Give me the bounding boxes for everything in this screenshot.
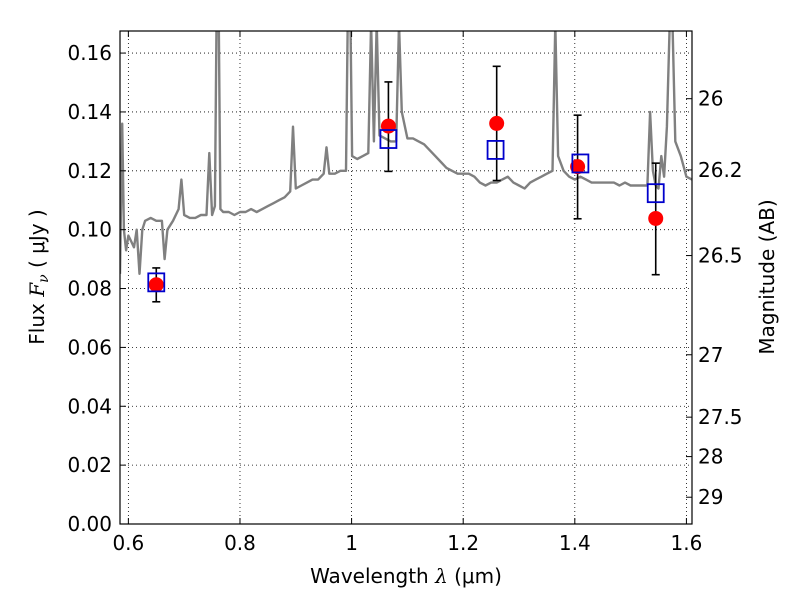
model-point [147,272,166,293]
observed-point [380,118,396,134]
model-point [486,140,505,160]
markers [147,65,665,303]
spectrum-line [120,31,692,275]
y2-tick-label: 29 [698,485,723,509]
y-tick-label: 0.14 [67,100,112,124]
x-tick-label: 1.4 [559,531,591,555]
x-tick-label: 0.6 [112,531,144,555]
model-point [379,129,398,149]
plot-area [120,31,692,275]
observed-point [489,115,505,131]
y2-tick-label: 26 [698,87,723,111]
y2-axis-label: Magnitude (AB) [755,199,779,354]
grid [120,31,692,525]
x-axis-label: Wavelength λ (μm) [310,564,502,588]
y-tick-label: 0.02 [67,453,112,477]
observed-point [148,277,164,293]
y2-tick-label: 27.5 [698,405,743,429]
x-tick-label: 0.8 [224,531,256,555]
y2-tick-label: 26.2 [698,158,743,182]
x-tick-label: 1.6 [671,531,703,555]
y-tick-label: 0.06 [67,335,112,359]
plot-frame [119,30,693,525]
model-point [571,153,590,174]
y-tick-label: 0.04 [67,394,112,418]
y-tick-label: 0.12 [67,159,112,183]
y2-tick-label: 28 [698,445,723,469]
observed-point [648,210,664,226]
y2-tick-label: 27 [698,343,723,367]
y-tick-label: 0.00 [67,512,112,536]
model-point [646,183,665,204]
observed-point [570,159,586,175]
x-tick-label: 1 [345,531,358,555]
y-axis-label: Flux Fν ( μJy ) [25,209,52,344]
y-tick-label: 0.10 [67,218,112,242]
y-tick-label: 0.16 [67,41,112,65]
y-tick-label: 0.08 [67,277,112,301]
x-tick-label: 1.2 [447,531,479,555]
axis-ticks: 0.6 0.8 1 1.2 1.4 1.6 0.00 0.02 0.04 0.06 0.08 0.10… [67,31,743,555]
y2-tick-label: 26.5 [698,244,743,268]
